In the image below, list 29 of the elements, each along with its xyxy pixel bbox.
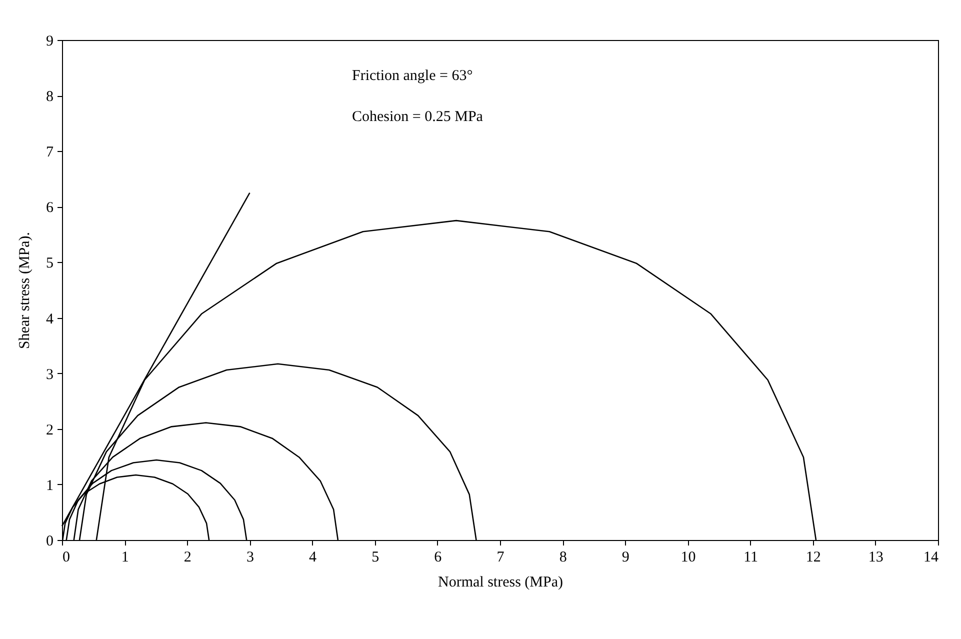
- x-tick-label: 14: [924, 550, 939, 566]
- x-tick-label: 2: [184, 550, 192, 566]
- y-tick-label: 9: [46, 34, 54, 50]
- x-tick-label: 13: [868, 550, 884, 566]
- y-tick-label: 4: [46, 311, 54, 328]
- x-tick-label: 1: [121, 550, 129, 566]
- y-tick-label: 5: [46, 256, 54, 272]
- y-tick-label: 6: [46, 200, 54, 216]
- y-tick-label: 7: [46, 144, 54, 161]
- x-tick-label: 9: [622, 550, 630, 566]
- x-tick-label: 5: [372, 550, 380, 566]
- x-tick-label: 10: [680, 550, 696, 566]
- y-tick-label: 8: [46, 89, 54, 106]
- x-axis-title: Normal stress (MPa): [438, 574, 563, 590]
- y-tick-label: 0: [46, 534, 54, 550]
- x-tick-label: 8: [559, 550, 567, 566]
- y-tick-label: 1: [46, 478, 54, 494]
- y-tick-label: 3: [46, 366, 54, 383]
- y-axis-title: Shear stress (MPa).: [17, 232, 33, 350]
- annotation: Cohesion = 0.25 MPa: [352, 109, 484, 125]
- x-tick-label: 6: [434, 550, 442, 566]
- annotation: Friction angle = 63°: [352, 68, 473, 84]
- y-tick-label: 2: [46, 422, 54, 438]
- x-tick-label: 11: [744, 550, 758, 566]
- x-tick-label: 4: [309, 550, 318, 566]
- x-tick-label: 7: [496, 550, 505, 566]
- x-tick-label: 12: [806, 550, 821, 566]
- x-tick-label: 3: [246, 550, 254, 566]
- x-tick-label: 0: [62, 550, 70, 566]
